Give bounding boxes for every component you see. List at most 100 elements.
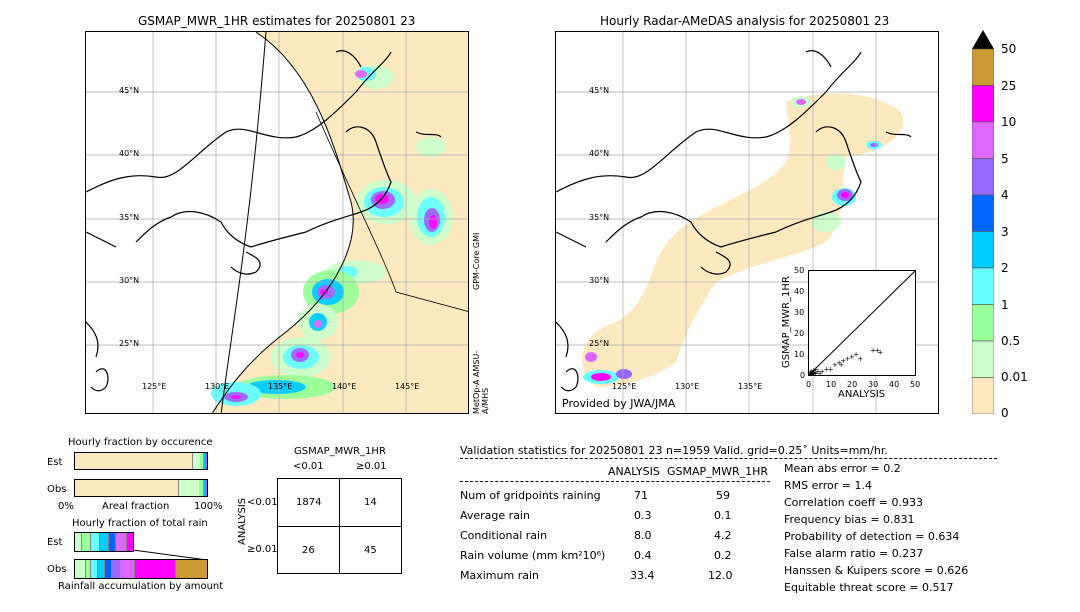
- scatter-point: +: [811, 366, 817, 374]
- colorbar: [971, 30, 995, 415]
- scatter-point: +: [870, 347, 876, 355]
- scatter-point: +: [809, 370, 815, 375]
- scatter-ylabel: GSMAP_MWR_1HR: [781, 276, 792, 368]
- occurrence-est-mid: [200, 453, 203, 469]
- amount-obs-seg-8: [135, 560, 176, 578]
- scatter-xtick-0: 0: [806, 380, 812, 389]
- colorbar-segment: [971, 267, 995, 305]
- validation-row-analysis: 33.4: [630, 569, 655, 582]
- amount-est-seg-6: [116, 533, 127, 551]
- validation-row-analysis: 8.0: [634, 529, 652, 542]
- occurrence-row-est: Est: [47, 457, 63, 468]
- left-map-swath-edge: [211, 32, 354, 413]
- right-map-coastline: [556, 50, 912, 392]
- amount-obs-seg-5: [105, 560, 112, 578]
- colorbar-segment: [971, 121, 995, 159]
- left-lon-label-125: 125°E: [142, 382, 167, 391]
- scatter-point: +: [813, 365, 819, 373]
- validation-col-divider: [460, 481, 770, 482]
- amount-obs-seg-6: [112, 560, 120, 578]
- colorbar-label-0-5: 0.5: [1001, 334, 1021, 348]
- colorbar-canvas: [971, 30, 995, 415]
- validation-row-gsmap: 4.2: [714, 529, 732, 542]
- validation-row-label: Rain volume (mm km²10⁶): [460, 549, 606, 562]
- right-lat-label-25: 25°N: [589, 339, 610, 348]
- colorbar-label-0: 0: [1001, 406, 1009, 420]
- occurrence-axis-left: 0%: [58, 501, 74, 512]
- scatter-ytick-40: 40: [794, 287, 805, 296]
- score-far: False alarm ratio = 0.237: [784, 547, 924, 560]
- scatter-point: +: [815, 367, 821, 375]
- colorbar-label-0-01: 0.01: [1001, 370, 1028, 384]
- contingency-cell-4: 45: [364, 545, 377, 556]
- colorbar-segment: [971, 231, 995, 269]
- sensor-label-gpm: GPM-Core GMI: [472, 232, 481, 290]
- left-lat-label-35: 35°N: [119, 213, 140, 222]
- validation-row-label: Num of gridpoints raining: [460, 489, 601, 502]
- validation-row-gsmap: 12.0: [708, 569, 733, 582]
- scatter-xtick-40: 40: [889, 380, 900, 389]
- colorbar-label-4: 4: [1001, 188, 1009, 202]
- amount-footer: Rainfall accumulation by amount: [58, 581, 224, 592]
- scatter-point: +: [809, 368, 814, 375]
- score-ets: Equitable threat score = 0.517: [784, 581, 954, 594]
- scatter-point: +: [857, 355, 863, 363]
- right-lat-label-30: 30°N: [589, 276, 610, 285]
- validation-divider: [460, 458, 997, 459]
- left-lat-label-30: 30°N: [119, 276, 140, 285]
- validation-row-analysis: 71: [634, 489, 648, 502]
- scatter-point: +: [845, 355, 851, 363]
- scatter-xlabel: ANALYSIS: [838, 389, 886, 400]
- scatter-point: +: [853, 351, 859, 359]
- scatter-point: +: [819, 367, 825, 375]
- amount-connector: [133, 550, 208, 561]
- amount-obs-seg-1: [75, 560, 86, 578]
- occurrence-est-none: [75, 453, 193, 469]
- scatter-point: +: [823, 365, 829, 373]
- left-map-canvas: [86, 32, 468, 413]
- score-hk: Hanssen & Kuipers score = 0.626: [784, 564, 969, 577]
- colorbar-segment: [971, 194, 995, 232]
- occurrence-obs-mid: [199, 480, 203, 496]
- scatter-diagonal: [808, 270, 916, 376]
- occurrence-obs-none: [75, 480, 179, 496]
- scatter-ytick-10: 10: [794, 350, 805, 359]
- left-map-grid: [86, 32, 468, 413]
- contingency-table: 1874 14 26 45: [277, 478, 402, 574]
- colorbar-segment: [971, 85, 995, 123]
- contingency-col-ge: ≥0.01: [356, 461, 387, 472]
- amount-bar-obs: [74, 559, 208, 579]
- left-map-coastline: [86, 50, 442, 392]
- scatter-xtick-30: 30: [868, 380, 879, 389]
- score-mae: Mean abs error = 0.2: [784, 462, 901, 475]
- validation-row-label: Maximum rain: [460, 569, 539, 582]
- contingency-title: GSMAP_MWR_1HR: [294, 446, 386, 457]
- amount-bar-est: [74, 532, 134, 552]
- occurrence-axis-mid: Areal fraction: [102, 501, 170, 512]
- colorbar-label-10: 10: [1001, 115, 1017, 129]
- scatter-point: +: [840, 357, 846, 365]
- amount-est-seg-4: [100, 533, 109, 551]
- scatter-point: +: [874, 347, 880, 355]
- left-lon-label-140: 140°E: [332, 382, 357, 391]
- scatter-point: +: [809, 370, 814, 375]
- left-map-swath: [212, 32, 468, 413]
- contingency-col-lt: <0.01: [293, 461, 324, 472]
- scatter-plot: ++++++++++++++++++++++++++++: [808, 270, 916, 379]
- contingency-cell-3: 26: [302, 545, 315, 556]
- scatter-point: +: [817, 369, 823, 375]
- colorbar-segment: [971, 48, 995, 86]
- scatter-ytick-20: 20: [794, 329, 805, 338]
- scatter-xtick-20: 20: [847, 380, 858, 389]
- scatter-point: +: [849, 353, 855, 361]
- validation-row-gsmap: 59: [716, 489, 730, 502]
- occurrence-axis-right: 100%: [194, 501, 223, 512]
- right-lat-label-35: 35°N: [589, 213, 610, 222]
- score-rmse: RMS error = 1.4: [784, 479, 872, 492]
- occurrence-bar-est: [74, 452, 208, 470]
- score-corr: Correlation coeff = 0.933: [784, 496, 923, 509]
- occurrence-est-top: [205, 453, 207, 469]
- right-map-title: Hourly Radar-AMeDAS analysis for 2025080…: [600, 14, 890, 28]
- scatter-ytick-30: 30: [794, 308, 805, 317]
- left-lon-label-135: 135°E: [268, 382, 293, 391]
